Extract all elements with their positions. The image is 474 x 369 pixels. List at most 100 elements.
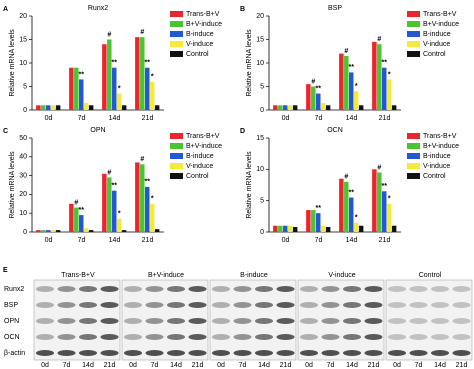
y-tick-label: 20	[19, 191, 27, 198]
band	[343, 286, 361, 292]
legend-label: Trans-B+V	[423, 133, 457, 140]
x-tick-label: 21d	[142, 115, 154, 122]
group-label: Control	[419, 272, 442, 279]
legend-swatch	[407, 21, 420, 27]
row-label: β-actin	[4, 350, 25, 357]
legend-label: B-induce	[186, 31, 214, 38]
legend-swatch	[170, 143, 183, 149]
significance-mark: #	[377, 164, 381, 171]
band	[321, 318, 340, 324]
day-label: 0d	[129, 362, 137, 369]
band	[188, 334, 207, 340]
y-tick-label: 5	[23, 83, 27, 90]
bar	[116, 218, 122, 232]
bar	[83, 102, 89, 110]
bar	[46, 230, 51, 232]
bar	[377, 172, 382, 232]
row-label: BSP	[4, 302, 18, 309]
bar	[386, 203, 392, 232]
legend-swatch	[407, 51, 420, 57]
band	[57, 302, 76, 308]
band	[343, 350, 361, 356]
day-label: 21d	[456, 362, 468, 369]
band	[255, 302, 273, 308]
y-tick-label: 10	[19, 210, 27, 217]
significance-mark: **	[382, 183, 388, 190]
band	[233, 318, 252, 324]
band	[409, 286, 428, 292]
day-label: 7d	[151, 362, 159, 369]
bar	[283, 225, 288, 232]
y-axis-label: Relative mRNA levels	[246, 151, 253, 219]
significance-mark: #	[311, 78, 315, 85]
bar	[278, 225, 283, 232]
band	[276, 302, 295, 308]
band	[212, 318, 230, 324]
significance-mark: **	[349, 189, 355, 196]
band	[36, 318, 54, 324]
band	[343, 318, 361, 324]
band	[276, 350, 295, 356]
y-axis-label: Relative mRNA levels	[9, 151, 16, 219]
band	[100, 302, 119, 308]
band	[188, 302, 207, 308]
chart-title: OCN	[327, 127, 343, 134]
day-label: 0d	[393, 362, 401, 369]
band	[431, 286, 449, 292]
x-tick-label: 0d	[282, 237, 290, 244]
bar	[311, 210, 316, 232]
band	[233, 350, 252, 356]
band	[255, 334, 273, 340]
bar	[320, 102, 326, 110]
x-tick-label: 0d	[45, 115, 53, 122]
significance-mark: **	[112, 182, 118, 189]
legend-swatch	[170, 51, 183, 57]
bar	[273, 105, 278, 110]
band	[431, 350, 449, 356]
bar	[41, 105, 46, 110]
legend-label: B+V-induce	[423, 21, 459, 28]
legend-swatch	[407, 143, 420, 149]
bar	[273, 225, 278, 232]
bar	[112, 67, 117, 110]
significance-mark: *	[118, 85, 121, 92]
band	[145, 302, 164, 308]
bar	[325, 226, 331, 232]
band	[188, 318, 207, 324]
band	[124, 318, 142, 324]
legend-swatch	[407, 11, 420, 17]
bar	[135, 37, 140, 110]
blot-frame	[385, 279, 473, 361]
bar	[278, 105, 283, 110]
bar	[311, 86, 316, 110]
bar	[339, 178, 344, 232]
x-tick-label: 0d	[282, 115, 290, 122]
panel-label: D	[240, 128, 245, 135]
legend-label: Control	[423, 51, 446, 58]
band	[145, 334, 164, 340]
bar	[377, 44, 382, 111]
panel-label: B	[240, 6, 245, 13]
day-label: 0d	[41, 362, 49, 369]
bar	[69, 67, 74, 110]
day-label: 7d	[327, 362, 335, 369]
legend-label: B-induce	[423, 153, 451, 160]
bar	[41, 230, 46, 232]
day-label: 14d	[434, 362, 446, 369]
significance-mark: #	[107, 31, 111, 38]
bar	[107, 39, 112, 110]
significance-mark: #	[74, 199, 78, 206]
day-label: 21d	[192, 362, 204, 369]
band	[212, 302, 230, 308]
legend-swatch	[170, 173, 183, 179]
day-label: 14d	[258, 362, 270, 369]
bar	[112, 190, 117, 232]
y-tick-label: 0	[260, 229, 264, 236]
chart-title: Runx2	[88, 5, 108, 12]
significance-mark: **	[79, 71, 85, 78]
band	[255, 350, 273, 356]
band	[79, 334, 97, 340]
legend-swatch	[407, 153, 420, 159]
band	[300, 350, 318, 356]
bar	[292, 226, 298, 232]
